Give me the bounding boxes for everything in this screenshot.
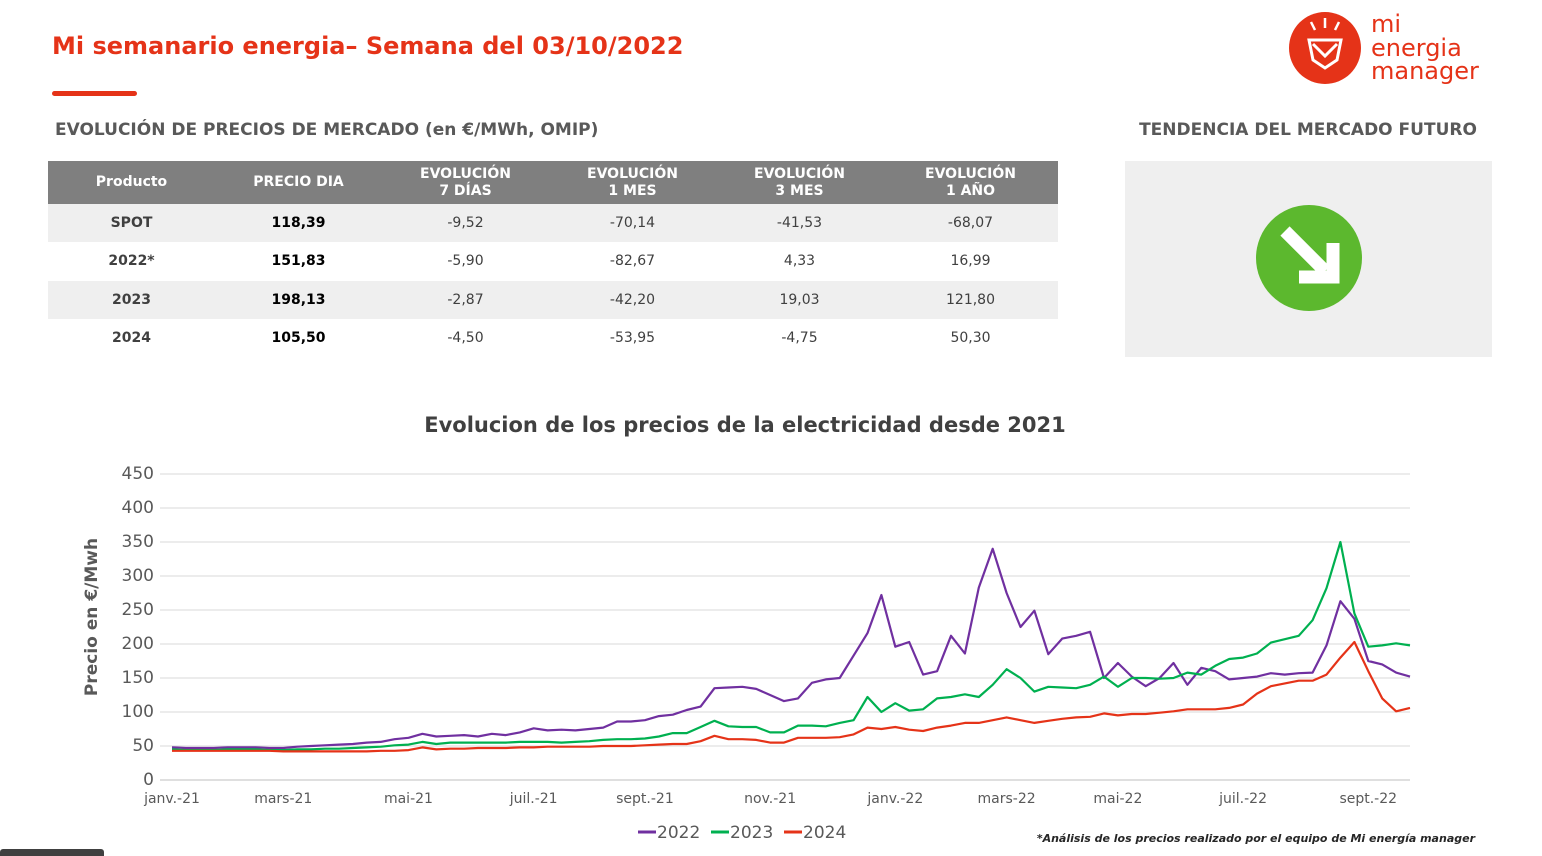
table-cell: 118,39 [215,204,382,242]
header-text: EVOLUCIÓN [587,165,678,182]
table-cell: -2,87 [382,281,549,319]
header-text: 1 AÑO [945,182,996,199]
table-cell: 4,33 [716,242,883,281]
table-cell: 121,80 [883,281,1058,319]
table-cell: -4,50 [382,319,549,358]
footer-bar [0,849,104,856]
x-tick-label: mars-21 [254,791,312,807]
header-cell: Producto [48,161,215,204]
header-cell: EVOLUCIÓN 1 AÑO [883,161,1058,204]
header-cell: EVOLUCIÓN 1 MES [549,161,716,204]
y-tick-label: 100 [122,702,154,722]
header-text: PRECIO DIA [253,174,344,190]
title-underline [52,91,137,96]
x-tick-label: nov.-21 [744,791,796,807]
table-cell: -5,90 [382,242,549,281]
table-cell: 2022* [48,242,215,281]
header-cell: PRECIO DIA [215,161,382,204]
table-cell: SPOT [48,204,215,242]
table-cell: -70,14 [549,204,716,242]
price-table: Producto PRECIO DIA EVOLUCIÓN 7 DÍAS EVOLUCI… [48,161,1058,358]
trend-title: TENDENCIA DEL MERCADO FUTURO [1139,120,1477,140]
series-line [171,547,1411,750]
y-tick-label: 450 [122,464,154,484]
x-tick-label: mai-22 [1093,791,1142,807]
table-cell: -53,95 [549,319,716,358]
page-title: Mi semanario energia– Semana del 03/10/2… [52,32,684,60]
logo-text: mi [1371,10,1401,38]
table-cell: -9,52 [382,204,549,242]
header-text: EVOLUCIÓN [754,165,845,182]
logo-text: energia [1371,34,1462,62]
header-text: 3 MES [775,182,824,199]
y-tick-label: 50 [132,736,154,756]
y-tick-label: 0 [143,770,154,790]
y-tick-label: 300 [122,566,154,586]
header-text: EVOLUCIÓN [420,165,511,182]
table-cell: 2024 [48,319,215,358]
x-tick-label: mai-21 [384,791,433,807]
legend-label: 2024 [803,823,846,843]
legend-label: 2023 [730,823,773,843]
header-text: 1 MES [608,182,657,199]
x-tick-label: sept.-22 [1339,791,1397,807]
legend-label: 2022 [657,823,700,843]
footnote: *Análisis de los precios realizado por e… [1037,832,1476,845]
y-tick-label: 400 [122,498,154,518]
x-tick-label: mars-22 [978,791,1036,807]
x-tick-label: juil.-22 [1218,791,1267,807]
table-cell: -41,53 [716,204,883,242]
y-tick-label: 200 [122,634,154,654]
table-cell: 16,99 [883,242,1058,281]
logo: mi energia manager [1289,10,1479,85]
y-tick-label: 150 [122,668,154,688]
x-tick-label: janv.-21 [143,791,200,807]
table-cell: -42,20 [549,281,716,319]
x-tick-label: janv.-22 [866,791,923,807]
header-text: 7 DÍAS [439,182,492,199]
y-tick-label: 250 [122,600,154,620]
series-line [171,540,1411,752]
series-line [172,640,1411,753]
y-tick-label: 350 [122,532,154,552]
x-tick-label: sept.-21 [616,791,674,807]
header-cell: EVOLUCIÓN 7 DÍAS [382,161,549,204]
chart-title: Evolucion de los precios de la electrici… [424,413,1065,437]
header-text: Producto [95,174,168,190]
y-axis-label: Precio en €/Mwh [82,538,102,696]
table-cell: 105,50 [215,319,382,358]
logo-text: manager [1371,57,1479,85]
table-cell: 2023 [48,281,215,319]
table-cell: -68,07 [883,204,1058,242]
table-cell: 50,30 [883,319,1058,358]
header-text: EVOLUCIÓN [925,165,1016,182]
trend-panel [1125,161,1492,357]
section-title: EVOLUCIÓN DE PRECIOS DE MERCADO (en €/MW… [55,120,599,140]
x-tick-label: juil.-21 [509,791,558,807]
table-cell: 19,03 [716,281,883,319]
table-cell: -82,67 [549,242,716,281]
chart: Evolucion de los precios de la electrici… [82,413,1476,845]
table-cell: -4,75 [716,319,883,358]
header-cell: EVOLUCIÓN 3 MES [716,161,883,204]
table-cell: 198,13 [215,281,382,319]
table-cell: 151,83 [215,242,382,281]
